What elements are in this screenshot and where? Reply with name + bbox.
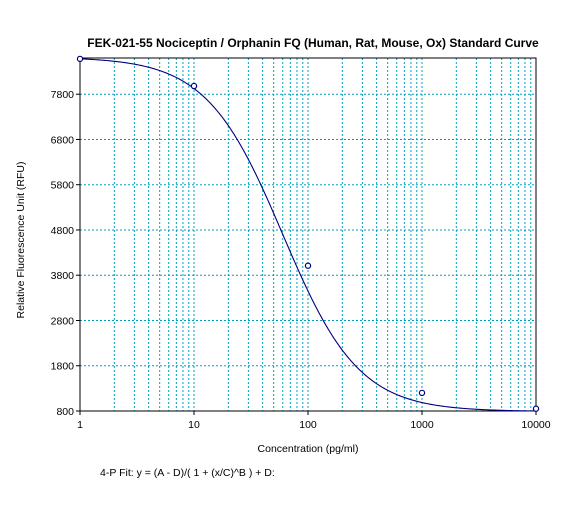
x-tick-label: 1000 (410, 419, 434, 431)
x-tick-label: 100 (299, 419, 317, 431)
data-point (418, 389, 426, 397)
grid-lines (80, 58, 536, 411)
x-tick-label: 1 (77, 419, 83, 431)
y-tick-label: 4800 (51, 225, 75, 237)
x-axis-label: Concentration (pg/ml) (258, 443, 359, 455)
y-tick-label: 3800 (51, 270, 75, 282)
x-tick-label: 10 (188, 419, 200, 431)
y-tick-label: 5800 (51, 180, 75, 192)
fit-curve (79, 58, 537, 412)
data-point (190, 82, 198, 90)
y-axis-label: Relative Fluorescence Unit (RFU) (15, 162, 27, 319)
y-tick-label: 6800 (51, 134, 75, 146)
x-tick-label: 10000 (521, 419, 550, 431)
data-point (76, 55, 84, 63)
y-tick-label: 2800 (51, 315, 75, 327)
y-tick-label: 1800 (51, 361, 75, 373)
y-tick-label: 800 (56, 406, 74, 418)
data-point (532, 405, 540, 412)
data-point (304, 262, 312, 269)
fit-curve-layer (79, 58, 537, 412)
axis-ticks: 1 10 100 1000 10000 800 1800 2800 3800 4800 5800 68… (51, 89, 551, 431)
chart-title: FEK-021-55 Nociceptin / Orphanin FQ (Hum… (87, 36, 539, 50)
fit-equation: 4-P Fit: y = (A - D)/( 1 + (x/C)^B ) + D… (100, 467, 275, 479)
y-tick-label: 7800 (51, 89, 75, 101)
data-points-layer (76, 55, 540, 412)
